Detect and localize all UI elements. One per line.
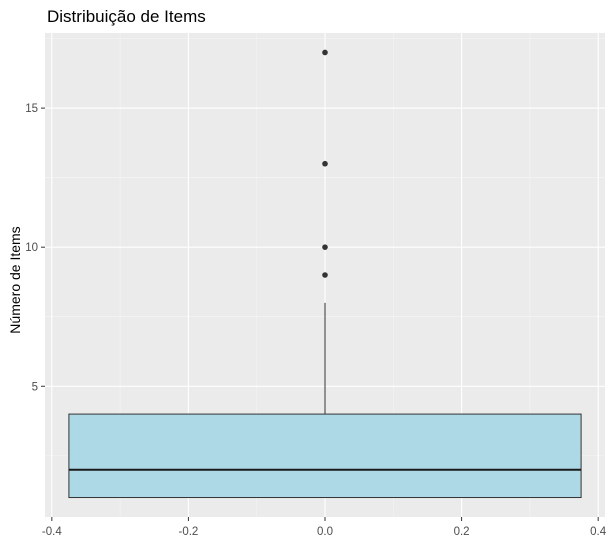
axis-ticks	[41, 107, 599, 521]
x-tick-label: -0.2	[179, 526, 199, 538]
y-tick-label: 5	[32, 381, 38, 393]
y-tick-label: 15	[25, 103, 38, 115]
y-axis-tick-labels: 5 10 15	[25, 103, 38, 393]
y-axis-title: Número de Items	[7, 226, 23, 333]
chart-title: Distribuição de Items	[47, 7, 206, 26]
x-tick-label: 0.4	[590, 526, 607, 538]
x-tick-label: 0.0	[317, 526, 333, 538]
iqr-box	[68, 413, 582, 499]
x-tick-label: -0.4	[42, 526, 62, 538]
boxplot	[68, 302, 582, 499]
outliers	[322, 49, 328, 278]
outlier-point	[322, 160, 328, 167]
x-axis-tick-labels: -0.4 -0.2 0.0 0.2 0.4	[42, 526, 607, 538]
y-tick-label: 10	[25, 242, 38, 254]
x-tick-label: 0.2	[454, 526, 470, 538]
outlier-point	[322, 49, 328, 56]
outlier-point	[322, 272, 328, 278]
outlier-point	[322, 244, 328, 250]
